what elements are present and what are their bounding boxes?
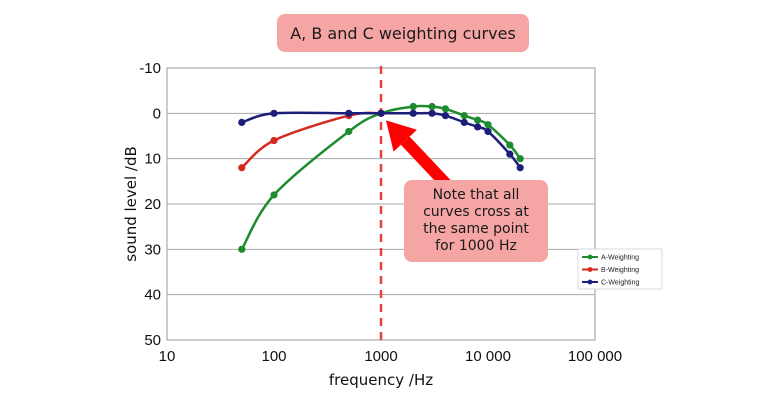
legend-label: B-Weighting	[601, 267, 639, 274]
annotation-arrow	[386, 120, 453, 191]
data-point	[460, 112, 468, 120]
y-axis-label: sound level /dB	[122, 146, 140, 262]
legend-swatch-marker	[587, 267, 593, 272]
data-point	[238, 118, 246, 126]
data-point	[506, 141, 514, 149]
x-tick-label: 1000	[364, 348, 397, 365]
legend-swatch-marker	[587, 279, 593, 285]
y-tick-label: 50	[144, 332, 161, 349]
data-point	[506, 150, 514, 158]
legend: A-Weighting B-Weighting C-Weighting	[577, 248, 663, 290]
data-point	[474, 116, 482, 124]
data-point	[345, 109, 353, 117]
data-point	[428, 102, 436, 111]
y-tick-label: 20	[144, 196, 161, 213]
data-point	[460, 118, 468, 126]
data-point	[516, 164, 524, 172]
y-tick-label: 10	[144, 151, 161, 168]
data-point	[270, 136, 278, 145]
series-group	[238, 102, 524, 253]
chart-title: A, B and C weighting curves	[277, 14, 529, 52]
data-point	[270, 191, 278, 199]
y-tick-label: -10	[139, 60, 161, 77]
series-c-weighting	[238, 109, 524, 172]
x-tick-label: 100	[261, 348, 286, 365]
y-tick-label: 30	[144, 241, 161, 258]
data-point	[270, 109, 278, 117]
data-point	[238, 164, 246, 172]
x-tick-labels: 10 100 1000 10 000 100 000	[159, 348, 622, 365]
note-line: the same point	[423, 221, 529, 237]
arrow-shaft	[400, 136, 453, 191]
data-point	[377, 109, 385, 117]
note-line: curves cross at	[423, 204, 529, 220]
note-line: Note that all	[432, 187, 520, 203]
data-point	[409, 102, 417, 111]
y-tick-labels: -10 0 10 20 30 40 50	[139, 60, 161, 349]
data-point	[428, 109, 436, 117]
data-point	[345, 127, 353, 136]
data-point	[516, 155, 524, 163]
note-line: for 1000 Hz	[435, 238, 517, 254]
data-point	[484, 127, 492, 136]
annotation-note: Note that all curves cross at the same p…	[404, 180, 548, 262]
legend-swatch-marker	[587, 254, 593, 260]
data-point	[474, 123, 482, 131]
legend-label: C-Weighting	[601, 280, 639, 287]
y-tick-label: 40	[144, 287, 161, 304]
data-point	[441, 112, 450, 120]
legend-item-a-weighting: A-Weighting	[582, 255, 639, 262]
x-axis-label: frequency /Hz	[329, 371, 433, 389]
data-point	[441, 105, 450, 113]
legend-item-b-weighting: B-Weighting	[582, 267, 639, 274]
legend-item-c-weighting: C-Weighting	[582, 280, 639, 287]
x-tick-label: 10 000	[465, 348, 511, 365]
data-point	[409, 109, 417, 117]
data-point	[484, 121, 492, 129]
x-tick-label: 10	[159, 348, 176, 365]
y-tick-label: 0	[153, 105, 161, 122]
arrow-head	[386, 120, 417, 152]
x-tick-label: 100 000	[568, 348, 622, 365]
legend-label: A-Weighting	[601, 255, 639, 262]
data-point	[238, 245, 246, 253]
